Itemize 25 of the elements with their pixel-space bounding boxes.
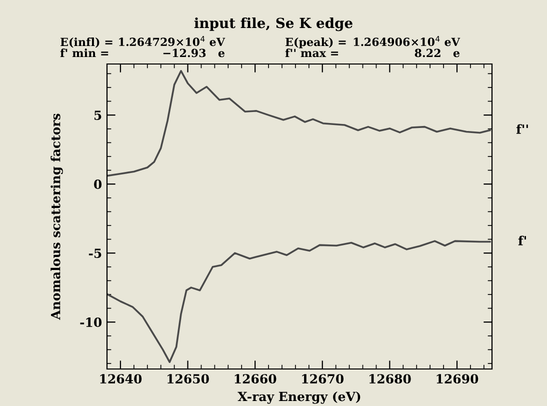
text: f' <box>518 236 526 246</box>
text: 1.264906×10$^{4}$ eV <box>354 36 460 46</box>
y-tick-label: -10 <box>80 318 102 328</box>
y-tick-label: 5 <box>94 110 102 120</box>
y-axis-title: Anomalous scattering factors <box>50 114 63 320</box>
text: 8.22 e <box>414 48 460 58</box>
x-tick-label: 12670 <box>302 374 344 384</box>
text: f'' max = <box>285 48 338 58</box>
x-tick-label: 12680 <box>369 374 411 384</box>
line-series <box>107 240 491 364</box>
text: E(peak) = <box>286 38 346 48</box>
text: E(infl) = <box>60 38 112 48</box>
text: −12.93 e <box>163 48 224 58</box>
x-axis-title: X-ray Energy (eV) <box>238 392 360 404</box>
text: f'' <box>516 124 528 134</box>
y-tick-label: 0 <box>94 180 102 189</box>
text: f' min = <box>60 48 108 57</box>
x-tick-label: 12660 <box>234 374 276 384</box>
x-tick-label: 12640 <box>100 374 142 384</box>
chart-title: input file, Se K edge <box>194 17 352 32</box>
text: 1.264729×10$^{4}$ eV <box>119 36 226 46</box>
line-series <box>107 70 491 177</box>
x-tick-label: 12690 <box>436 374 478 384</box>
y-tick-label: -5 <box>88 248 102 258</box>
x-tick-label: 12650 <box>168 374 209 384</box>
